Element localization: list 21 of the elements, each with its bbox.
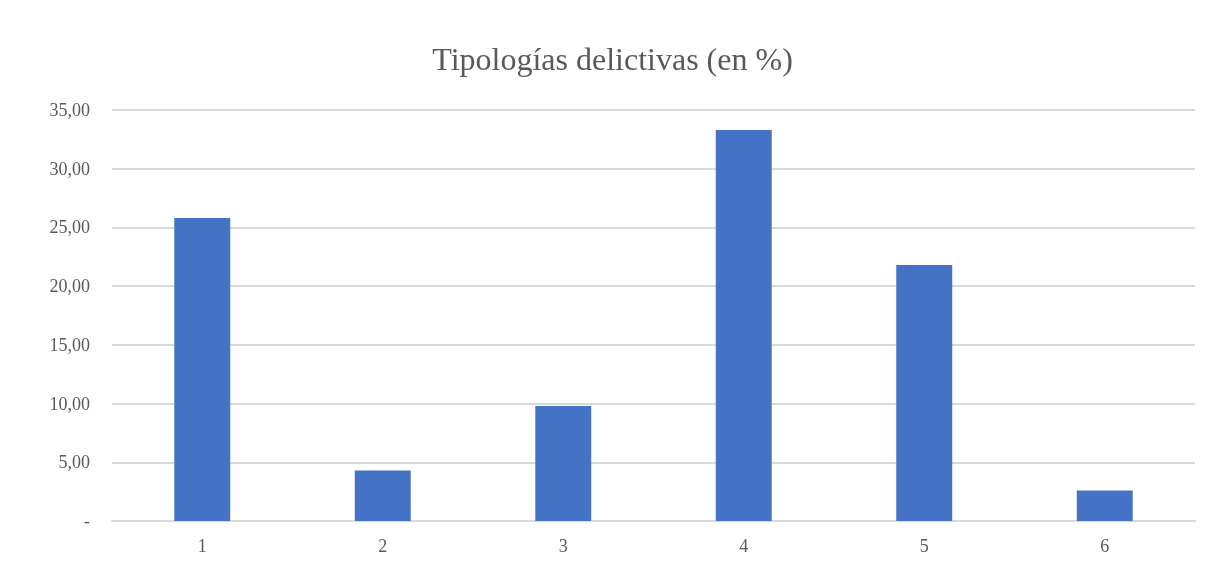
y-tick-label: -: [84, 511, 90, 531]
bar: [715, 129, 772, 521]
y-tick-label: 5,00: [58, 452, 90, 473]
y-tick-label: 20,00: [49, 276, 90, 297]
bar: [535, 405, 592, 521]
y-tick-label: 35,00: [49, 100, 90, 120]
y-tick-label: 30,00: [49, 158, 90, 179]
y-tick-label: 15,00: [49, 334, 90, 355]
chart-title: Tipologías delictivas (en %): [432, 41, 793, 77]
x-tick-label: 6: [1100, 536, 1110, 556]
x-tick-label: 2: [378, 536, 388, 556]
y-tick-label: 25,00: [49, 217, 90, 238]
x-tick-label: 1: [197, 536, 207, 556]
bar: [896, 265, 953, 521]
y-tick-label: 10,00: [49, 393, 90, 414]
x-tick-label: 3: [558, 536, 568, 556]
x-tick-label: 5: [919, 536, 929, 556]
bar: [174, 218, 231, 521]
x-tick-label: 4: [739, 536, 749, 556]
bar: [1076, 490, 1133, 521]
bar: [354, 470, 411, 521]
